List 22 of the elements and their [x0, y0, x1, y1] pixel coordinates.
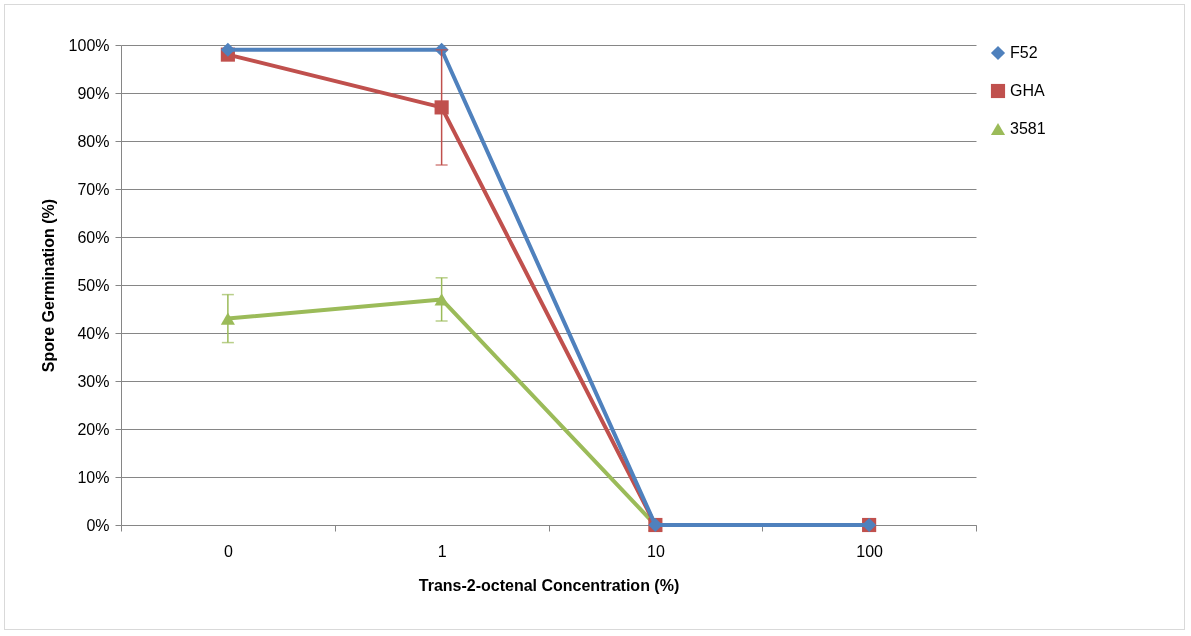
y-tick-label: 60%	[77, 228, 110, 246]
x-tick-label: 100	[856, 542, 884, 560]
y-tick-label: 70%	[77, 180, 110, 198]
y-tick-label: 30%	[77, 372, 110, 390]
y-tick-label: 20%	[77, 420, 110, 438]
y-tick-label: 0%	[86, 516, 110, 534]
x-tick-label: 1	[437, 542, 447, 560]
point	[434, 100, 449, 115]
y-tick-label: 80%	[77, 132, 110, 150]
y-tick-label: 50%	[77, 276, 110, 294]
y-axis-title: Spore Germination (%)	[39, 198, 57, 373]
x-tick-label: 0	[223, 542, 233, 560]
point	[220, 42, 235, 57]
legend-label: 3581	[1010, 120, 1046, 137]
y-tick-label: 10%	[77, 468, 110, 486]
legend-label: GHA	[1010, 82, 1045, 99]
y-tick-label: 40%	[77, 324, 110, 342]
legend-label: F52	[1010, 44, 1038, 61]
x-tick-label: 10	[646, 542, 665, 560]
x-axis-title: Trans-2-octenal Concentration (%)	[418, 576, 680, 594]
y-tick-label: 100%	[68, 36, 110, 54]
y-tick-label: 90%	[77, 84, 110, 102]
